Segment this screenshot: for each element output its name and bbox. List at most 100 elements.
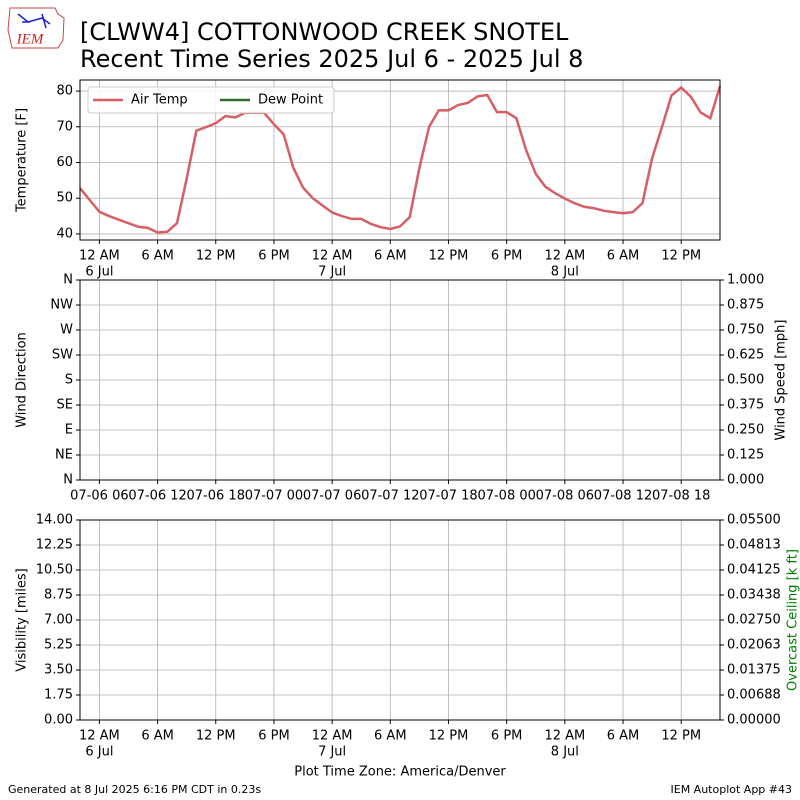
y-tick-label: W — [60, 323, 73, 338]
y2-tick-label: 0.00000 — [727, 713, 781, 728]
y2-tick-label: 0.03438 — [727, 588, 781, 603]
x-tick-label: 6 AM — [374, 729, 407, 744]
y-tick-label: N — [63, 273, 73, 288]
panel: 0.00 1.75 3.50 5.25 7.00 8.75 10.50 12.25 14.00 0… — [15, 513, 800, 780]
x-tick-label: 6 PM — [491, 249, 522, 264]
y2-tick-label: 0.02063 — [727, 638, 781, 653]
y-axis-label: Wind Direction — [15, 332, 30, 428]
y2-tick-label: 0.125 — [727, 448, 764, 463]
y-tick-label: 7.00 — [44, 613, 73, 628]
x-tick-label: 6 PM — [491, 729, 522, 744]
y-tick-label: 12.25 — [36, 538, 73, 553]
y2-tick-label: 0.375 — [727, 398, 764, 413]
x-tick-label: 07-07 00 — [245, 489, 303, 504]
x-tick-label: 07-07 06 — [303, 489, 361, 504]
y2-tick-label: 0.04813 — [727, 538, 781, 553]
y-tick-label: 70 — [56, 119, 73, 134]
x-tick-label: 07-07 18 — [419, 489, 477, 504]
y-tick-label: 8.75 — [44, 588, 73, 603]
logo-lines — [17, 13, 51, 29]
y-tick-label: 1.75 — [44, 688, 73, 703]
footer-right: IEM Autoplot App #43 — [671, 783, 793, 796]
title-line-2: Recent Time Series 2025 Jul 6 - 2025 Jul… — [80, 45, 583, 73]
x-tick-sublabel: 8 Jul — [551, 265, 579, 280]
y-tick-label: 14.00 — [36, 513, 73, 528]
y-tick-label: 3.50 — [44, 663, 73, 678]
legend: Air Temp Dew Point — [87, 86, 335, 114]
x-tick-label: 07-06 06 — [70, 489, 128, 504]
x-tick-label: 07-06 18 — [187, 489, 245, 504]
x-tick-label: 12 PM — [429, 729, 469, 744]
x-tick-label: 07-08 00 — [477, 489, 535, 504]
y2-tick-label: 0.250 — [727, 423, 764, 438]
y2-tick-label: 0.04125 — [727, 563, 781, 578]
title-line-1: [CLWW4] COTTONWOOD CREEK SNOTEL — [80, 18, 569, 46]
plot-frame — [79, 279, 721, 481]
x-tick-label: 12 AM — [544, 729, 585, 744]
y2-tick-label: 0.05500 — [727, 513, 781, 528]
y-tick-label: 50 — [56, 191, 73, 206]
logo-text: IEM — [16, 31, 45, 47]
x-tick-label: 07-08 06 — [536, 489, 594, 504]
y-axis-label: Temperature [F] — [15, 108, 30, 213]
x-tick-label: 12 PM — [429, 249, 469, 264]
x-tick-label: 6 PM — [258, 249, 289, 264]
logo: IEM — [7, 7, 65, 49]
legend-label: Air Temp — [131, 93, 188, 108]
y2-tick-label: 0.00688 — [727, 688, 781, 703]
y2-axis-label: Overcast Ceiling [k ft] — [786, 549, 800, 691]
x-tick-label: 07-08 18 — [652, 489, 710, 504]
y2-tick-label: 0.000 — [727, 473, 764, 488]
x-tick-label: 12 AM — [79, 729, 120, 744]
x-tick-label: 12 AM — [79, 249, 120, 264]
x-tick-label: 12 AM — [312, 729, 353, 744]
x-tick-label: 12 AM — [312, 249, 353, 264]
y-tick-label: NE — [55, 448, 73, 463]
y-tick-label: E — [65, 423, 73, 438]
x-tick-label: 07-07 12 — [361, 489, 419, 504]
y2-tick-label: 0.750 — [727, 323, 764, 338]
y-axis-label: Visibility [miles] — [15, 568, 30, 671]
x-tick-label: 12 PM — [196, 249, 236, 264]
series-line — [79, 85, 722, 234]
y2-tick-label: 0.02750 — [727, 613, 781, 628]
x-tick-label: 12 PM — [661, 249, 701, 264]
legend-box — [87, 86, 335, 114]
x-tick-label: 12 PM — [196, 729, 236, 744]
y-tick-label: SE — [57, 398, 73, 413]
y2-tick-label: 0.01375 — [727, 663, 781, 678]
x-tick-label: 12 AM — [544, 249, 585, 264]
x-tick-label: 12 PM — [661, 729, 701, 744]
x-tick-sublabel: 8 Jul — [551, 745, 579, 760]
y-tick-label: 0.00 — [44, 713, 73, 728]
x-tick-label: 6 AM — [607, 729, 640, 744]
x-tick-sublabel: 7 Jul — [318, 745, 346, 760]
y-tick-label: 60 — [56, 155, 73, 170]
x-tick-label: 6 AM — [141, 729, 174, 744]
footer-left: Generated at 8 Jul 2025 6:16 PM CDT in 0… — [8, 783, 261, 796]
y-tick-label: NW — [50, 298, 73, 313]
y-tick-label: S — [65, 373, 73, 388]
x-tick-sublabel: 7 Jul — [318, 265, 346, 280]
x-tick-label: 6 AM — [141, 249, 174, 264]
y-tick-label: 80 — [56, 84, 73, 99]
x-tick-label: 6 AM — [607, 249, 640, 264]
y-tick-label: SW — [52, 348, 73, 363]
y-tick-label: N — [63, 473, 73, 488]
x-tick-label: 6 PM — [258, 729, 289, 744]
x-tick-label: 07-06 12 — [128, 489, 186, 504]
x-axis-label: Plot Time Zone: America/Denver — [294, 765, 506, 780]
panel: N NE E SE S SW W NW N 0.000 0.125 0.250 0.375 0.500 0.… — [15, 273, 789, 504]
x-tick-label: 07-08 12 — [594, 489, 652, 504]
x-tick-sublabel: 6 Jul — [85, 265, 113, 280]
x-tick-label: 6 AM — [374, 249, 407, 264]
y-tick-label: 10.50 — [36, 563, 73, 578]
y2-tick-label: 1.000 — [727, 273, 764, 288]
y-tick-label: 40 — [56, 226, 73, 241]
y-tick-label: 5.25 — [44, 638, 73, 653]
legend-label: Dew Point — [258, 93, 323, 108]
plot-frame — [79, 519, 721, 721]
plot-frame — [79, 79, 721, 241]
